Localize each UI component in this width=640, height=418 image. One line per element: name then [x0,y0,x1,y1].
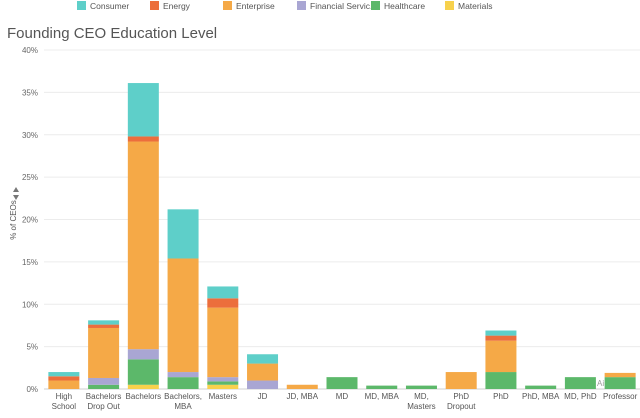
chart-title: Founding CEO Education Level [7,25,218,42]
bar-segment[interactable] [207,377,239,382]
bar-segment[interactable] [127,83,159,137]
x-category-label: MD [336,392,349,401]
x-category-label: Masters [209,392,237,401]
x-category-label: Bachelors, MBA [164,392,202,411]
bar-segment[interactable] [445,372,477,389]
bar-segment[interactable] [167,209,199,259]
bar-segment[interactable] [48,376,80,381]
legend-swatch [223,1,232,10]
x-category-label: High School [52,392,77,411]
y-tick-label: 15% [22,258,38,267]
x-category-label: MD, Masters [407,392,435,411]
bar-segment[interactable] [604,377,636,389]
bar-segment[interactable] [564,377,596,389]
bar-segment[interactable] [127,141,159,350]
bar-segment[interactable] [88,324,120,328]
bar-segment[interactable] [326,377,358,389]
x-category-label: Bachelors Drop Out [86,392,122,411]
bar-segment[interactable] [207,298,239,308]
legend-swatch [297,1,306,10]
bar-segment[interactable] [485,340,517,373]
bar-segment[interactable] [127,349,159,360]
legend-label: Consumer [90,1,130,11]
bar-segment[interactable] [167,372,199,378]
legend-item-enterprise[interactable]: Enterprise [223,1,275,11]
bar-segment[interactable] [485,330,517,336]
bar-segment[interactable] [604,372,636,378]
legend-item-materials[interactable]: Materials [445,1,492,11]
legend-item-energy[interactable]: Energy [150,1,190,11]
bar-segment[interactable] [525,385,557,389]
bar-segment[interactable] [207,384,239,389]
bar-segment[interactable] [207,381,239,385]
bar-segment[interactable] [88,327,120,378]
x-category-label: JD [258,392,268,401]
bar-segment[interactable] [167,377,199,389]
x-category-label: PhD [493,392,509,401]
y-tick-label: 40% [22,46,38,55]
bar-segment[interactable] [247,354,279,364]
legend-label: Materials [458,1,493,11]
bar-segment[interactable] [247,363,279,381]
y-tick-label: 25% [22,173,38,182]
bar-segment[interactable] [88,384,120,389]
bar-segment[interactable] [366,385,398,389]
legend-label: Financial Servic.. [310,1,375,11]
legend-swatch [150,1,159,10]
x-category-label: PhD, MBA [522,392,560,401]
x-category-label: PhD Dropout [447,392,476,411]
legend-item-healthcare[interactable]: Healthcare [371,1,425,11]
bar-segment[interactable] [88,377,120,385]
legend-item-consumer[interactable]: Consumer [77,1,129,11]
bar-segment[interactable] [247,380,279,389]
bar-segment[interactable] [88,320,120,325]
bar-segment[interactable] [405,385,437,389]
y-tick-label: 20% [22,216,38,225]
y-tick-label: 35% [22,88,38,97]
bar-segment[interactable] [207,286,239,299]
bar-segment[interactable] [286,384,318,389]
bar-segment[interactable] [485,335,517,341]
bar-segment[interactable] [48,372,80,377]
bar-segment[interactable] [127,359,159,385]
y-tick-label: 30% [22,131,38,140]
x-category-label: MD, MBA [365,392,400,401]
y-tick-label: 10% [22,300,38,309]
x-category-label: MD, PhD [564,392,597,401]
bar-segment[interactable] [48,380,80,389]
x-category-label: JD, MBA [286,392,318,401]
x-category-label: Professor [603,392,638,401]
bar-segment[interactable] [485,372,517,389]
legend-swatch [445,1,454,10]
x-category-label: Bachelors [126,392,162,401]
legend-swatch [371,1,380,10]
bar-segment[interactable] [167,258,199,373]
legend-swatch [77,1,86,10]
sort-icon[interactable] [13,187,19,200]
y-tick-label: 0% [26,385,38,394]
y-tick-label: 5% [26,343,38,352]
watermark-text: Ai [597,379,604,388]
legend-label: Energy [163,1,190,11]
legend-label: Enterprise [236,1,275,11]
legend-label: Healthcare [384,1,426,11]
legend-item-financial-servic[interactable]: Financial Servic.. [297,1,375,11]
chart-legend: Consumer Energy Enterprise Financial Servic… [0,0,640,16]
bar-segment[interactable] [207,307,239,378]
bar-segment[interactable] [127,136,159,142]
y-axis-label: % of CEOs [9,200,18,240]
bar-segment[interactable] [127,384,159,389]
